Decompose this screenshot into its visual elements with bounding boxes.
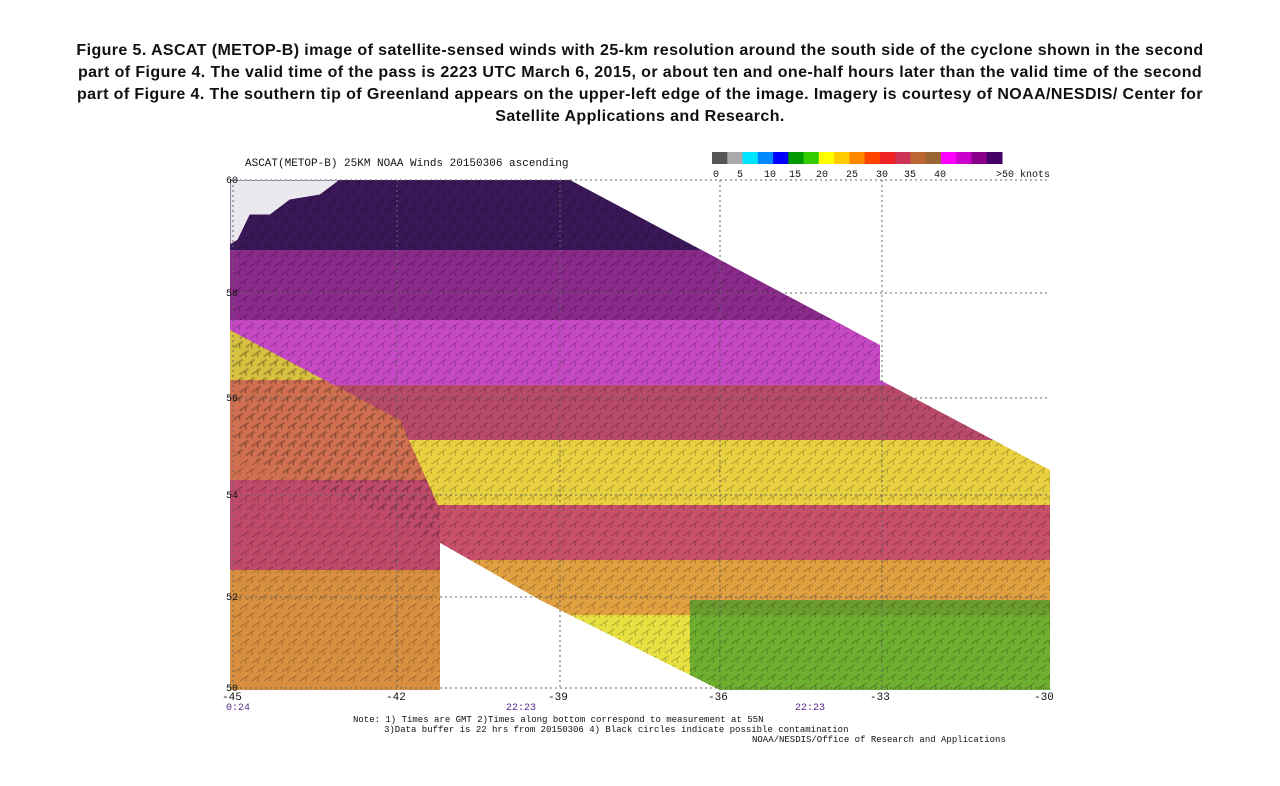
legend-label: 30	[876, 170, 888, 181]
legend-label: 40	[934, 170, 946, 181]
figure-caption: Figure 5. ASCAT (METOP-B) image of satel…	[76, 42, 1204, 125]
greenland-tip	[230, 180, 341, 246]
legend-swatch	[864, 152, 881, 164]
legend-swatch	[803, 152, 820, 164]
legend-swatch	[971, 152, 988, 164]
longitude-ticks: -45 -42 -39 -36 -33 -30	[222, 692, 1054, 704]
legend-label: 15	[789, 170, 801, 181]
legend-swatch	[818, 152, 835, 164]
wind-swaths	[230, 180, 1050, 690]
gridlines	[230, 179, 1048, 690]
legend-swatch	[773, 152, 789, 164]
legend-label: 0	[713, 170, 719, 181]
map-notes: Note: 1) Times are GMT 2)Times along bot…	[353, 715, 1006, 745]
lat-tick-label: 56	[226, 394, 238, 405]
time-label: 22:23	[506, 703, 536, 714]
legend-color-bar	[712, 152, 1003, 164]
time-label: 0:24	[226, 703, 250, 714]
legend-label: 5	[737, 170, 743, 181]
legend-swatch	[986, 152, 1003, 164]
legend-swatch	[849, 152, 866, 164]
wind-speed-legend: 0 5 10 15 20 25 30 35 40 >50 knots	[712, 152, 1050, 181]
legend-label: 35	[904, 170, 916, 181]
legend-swatch	[895, 152, 911, 164]
legend-swatch	[788, 152, 805, 164]
legend-swatch	[742, 152, 759, 164]
legend-swatch	[834, 152, 850, 164]
lon-tick-label: -45	[222, 692, 242, 704]
legend-swatch	[712, 152, 728, 164]
note-line: 3)Data buffer is 22 hrs from 20150306 4)…	[384, 725, 848, 735]
lon-tick-label: -33	[870, 692, 890, 704]
legend-swatch	[757, 152, 774, 164]
note-line: Note: 1) Times are GMT 2)Times along bot…	[353, 715, 763, 725]
legend-label: 20	[816, 170, 828, 181]
lat-tick-label: 58	[226, 289, 238, 300]
lat-tick-label: 54	[226, 491, 238, 502]
lon-tick-label: -36	[708, 692, 728, 704]
legend-swatch	[940, 152, 957, 164]
lat-tick-label: 52	[226, 593, 238, 604]
legend-swatch	[956, 152, 972, 164]
map-title: ASCAT(METOP-B) 25KM NOAA Winds 20150306 …	[245, 158, 568, 170]
lon-tick-label: -39	[548, 692, 568, 704]
time-label: 22:23	[795, 703, 825, 714]
time-labels: 0:24 22:23 22:23	[226, 703, 825, 714]
latitude-ticks: 60 58 56 54 52 50	[226, 176, 238, 695]
note-line: NOAA/NESDIS/Office of Research and Appli…	[752, 735, 1006, 745]
legend-swatch	[879, 152, 896, 164]
lon-tick-label: -30	[1034, 692, 1054, 704]
legend-swatch	[910, 152, 927, 164]
legend-label: 25	[846, 170, 858, 181]
legend-label: >50 knots	[996, 169, 1050, 181]
legend-swatch	[727, 152, 744, 164]
legend-label: 10	[764, 170, 776, 181]
lon-tick-label: -42	[386, 692, 406, 704]
legend-swatch	[925, 152, 942, 164]
lat-tick-label: 50	[226, 684, 238, 695]
legend-labels: 0 5 10 15 20 25 30 35 40 >50 knots	[713, 169, 1050, 181]
lat-tick-label: 60	[226, 176, 238, 187]
